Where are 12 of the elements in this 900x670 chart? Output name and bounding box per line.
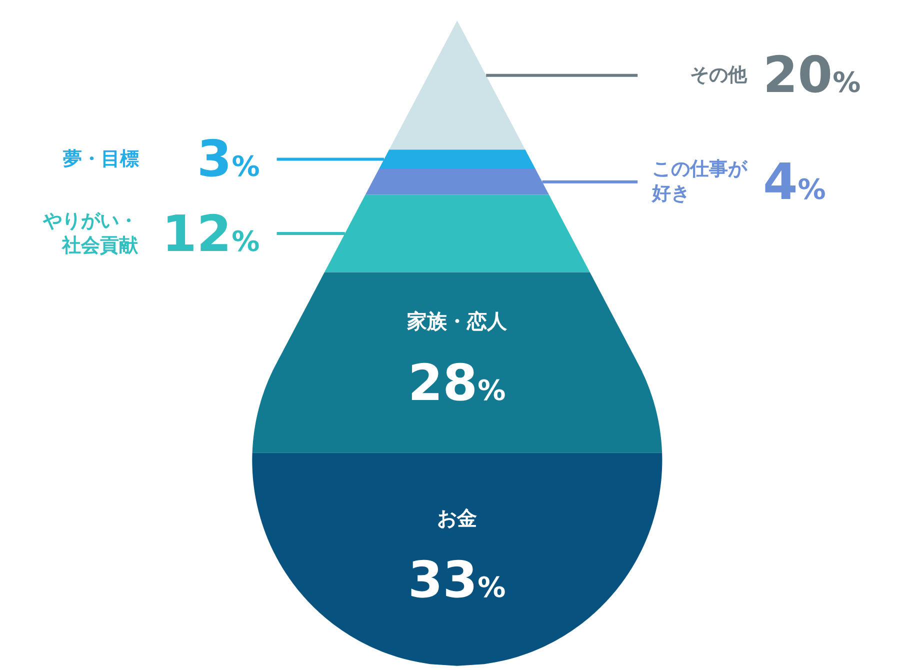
data-label: 4% bbox=[763, 153, 826, 211]
category-label: お金 bbox=[437, 506, 477, 530]
data-label: 3% bbox=[197, 130, 260, 188]
category-label: その他 bbox=[690, 64, 748, 86]
category-label: やりがい・社会貢献 bbox=[42, 210, 139, 257]
category-label: この仕事が好き bbox=[651, 158, 748, 205]
data-label: 12% bbox=[162, 205, 260, 263]
category-label: 家族・恋人 bbox=[406, 309, 508, 333]
data-label: 20% bbox=[763, 46, 861, 104]
category-label: 夢・目標 bbox=[63, 148, 139, 170]
data-label: 28% bbox=[408, 354, 506, 412]
data-label: 33% bbox=[408, 551, 506, 609]
